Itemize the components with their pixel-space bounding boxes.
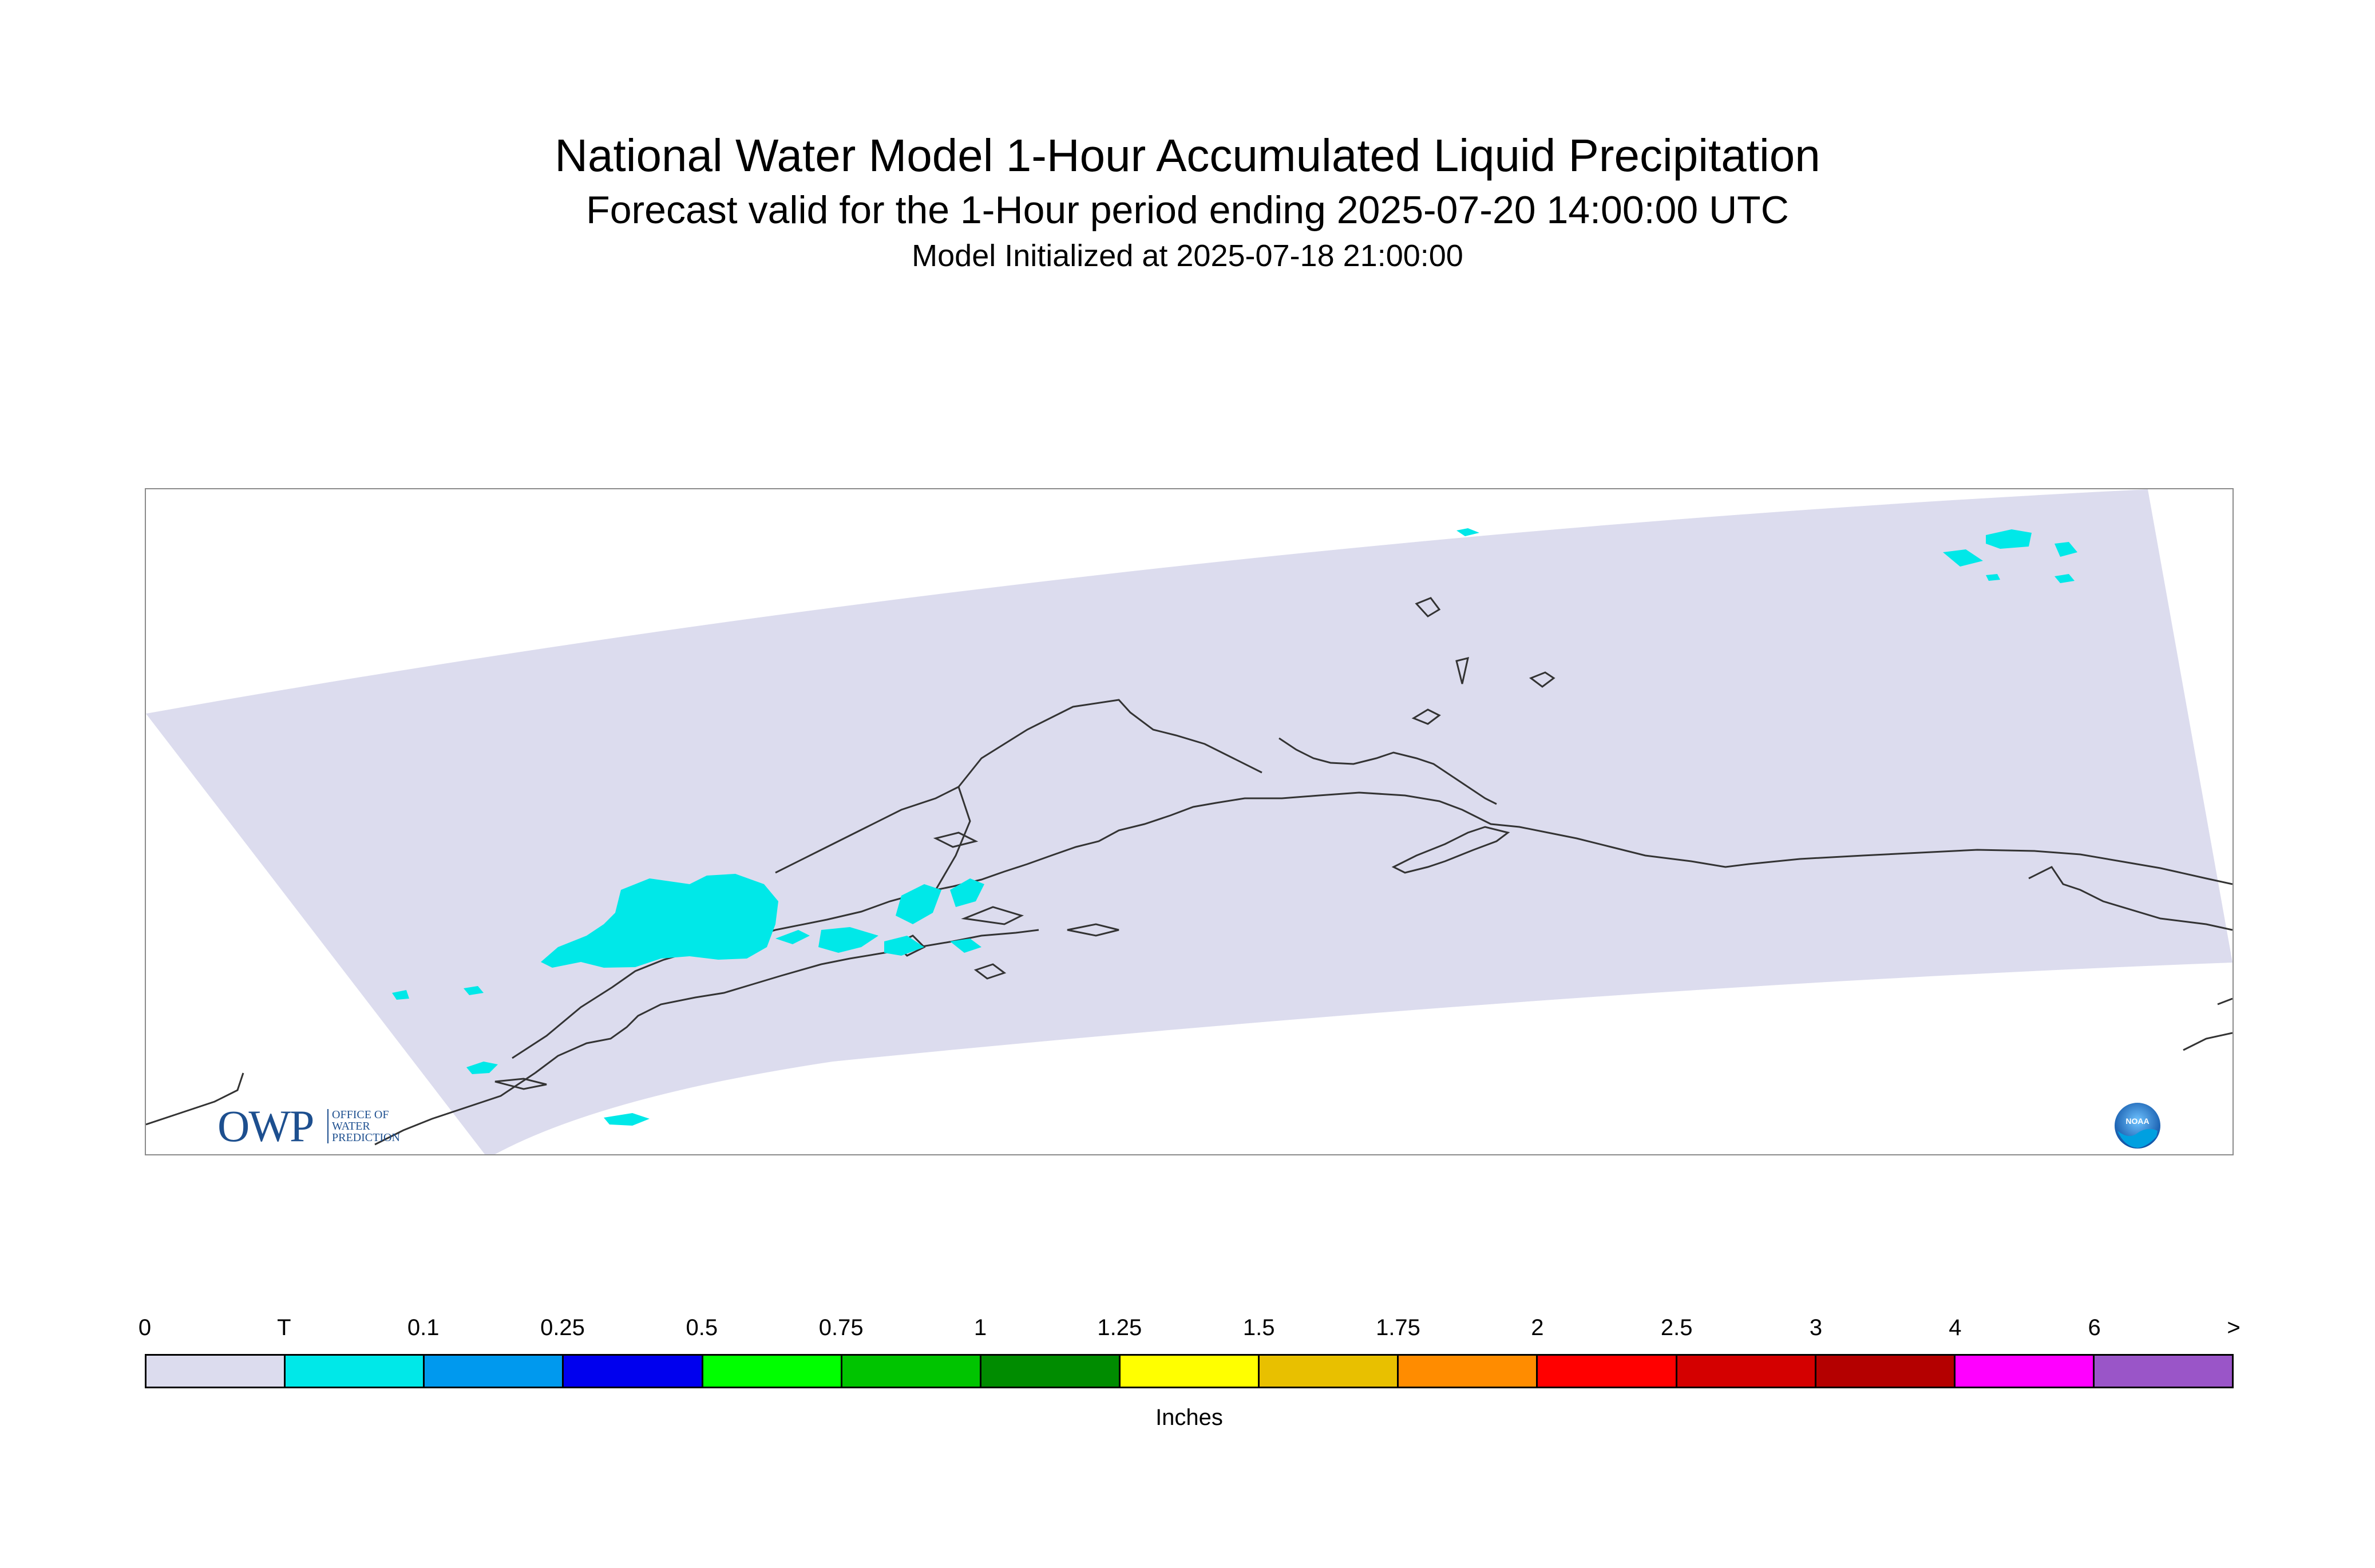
coastline-lake-2 xyxy=(973,963,1007,980)
precip-patch-3 xyxy=(818,927,878,953)
legend-tick-label: 0.1 xyxy=(407,1315,440,1340)
owp-logo-subtext: OFFICE OF WATER PREDICTION xyxy=(327,1109,400,1143)
coastline-far-east xyxy=(2183,997,2232,1051)
precip-patch-4 xyxy=(884,936,924,956)
precip-patch-8 xyxy=(1456,528,1479,536)
coastline-peninsula-west xyxy=(374,1072,536,1146)
legend-swatch-10 xyxy=(1538,1356,1677,1387)
legend-swatch-12 xyxy=(1816,1356,1956,1387)
legend-swatch-5 xyxy=(842,1356,981,1387)
coastline-kenai xyxy=(1278,737,1497,805)
legend-swatch-7 xyxy=(1120,1356,1260,1387)
coastline-small-island-4 xyxy=(1411,708,1441,725)
legend-color-bar xyxy=(145,1354,2234,1388)
legend-tick-label: 2.5 xyxy=(1660,1315,1693,1340)
legend-tick-label: T xyxy=(277,1315,291,1340)
coastlines xyxy=(146,597,2232,1146)
coastline-lake-3 xyxy=(933,831,979,848)
precip-patch-5 xyxy=(950,939,981,953)
precip-patch-10 xyxy=(1943,549,1983,567)
coastline-small-island-3 xyxy=(1067,923,1119,937)
precip-patch-17 xyxy=(392,990,409,1000)
legend-swatch-0 xyxy=(147,1356,286,1387)
legend-tick-label: 6 xyxy=(2088,1315,2101,1340)
precip-patch-6 xyxy=(896,884,941,924)
legend-tick-label: 1.25 xyxy=(1097,1315,1142,1340)
coastline-small-island-1 xyxy=(494,1078,547,1090)
precipitation-map xyxy=(146,489,2232,1154)
coastline-small-island-5 xyxy=(1529,671,1555,688)
precip-patch-7 xyxy=(950,878,984,907)
precip-patch-16 xyxy=(604,1113,650,1126)
precip-patch-13 xyxy=(1986,574,2000,581)
legend-tick-label: 1.5 xyxy=(1242,1315,1275,1340)
precip-patch-14 xyxy=(464,986,484,995)
legend-tick-label: 0.5 xyxy=(686,1315,718,1340)
coastline-west-arc xyxy=(775,786,959,874)
coastline-kodiak xyxy=(1391,826,1510,874)
legend-swatch-1 xyxy=(286,1356,425,1387)
coastline-pribilof xyxy=(1415,597,1441,617)
noaa-logo: NOAA xyxy=(2113,1102,2162,1150)
owp-logo-letters: OWP xyxy=(217,1101,314,1151)
model-domain-area xyxy=(146,489,2232,1154)
precip-patch-15 xyxy=(466,1062,498,1074)
precip-patch-9 xyxy=(1986,529,2032,549)
legend-swatch-8 xyxy=(1260,1356,1399,1387)
legend-tick-label: 1.75 xyxy=(1376,1315,1420,1340)
legend-swatch-4 xyxy=(703,1356,842,1387)
legend-swatch-14 xyxy=(2094,1356,2232,1387)
legend-tick-labels: 0 T 0.1 0.25 0.5 0.75 1 1.25 1.5 1.75 2 2.5 3 4 6 > xyxy=(138,1313,2241,1348)
precip-patch-2 xyxy=(775,930,810,944)
legend-tick-label: 0 xyxy=(138,1315,152,1340)
legend-tick-label: 3 xyxy=(1809,1315,1823,1340)
precipitation-areas xyxy=(392,528,2077,1126)
map-frame xyxy=(145,488,2234,1155)
owp-logo: OWP OFFICE OF WATER PREDICTION xyxy=(217,1103,435,1149)
coastline-small-island-2 xyxy=(961,906,1024,925)
coastline-mainland-south xyxy=(512,791,2232,1059)
legend-tick-label: 4 xyxy=(1949,1315,1962,1340)
legend-tick-label: 1 xyxy=(973,1315,987,1340)
precip-patch-12 xyxy=(2055,574,2075,583)
legend-swatch-2 xyxy=(425,1356,564,1387)
legend-tick-label: > xyxy=(2227,1315,2241,1340)
coastline-east-gulf xyxy=(2028,866,2232,931)
noaa-logo-text: NOAA xyxy=(2125,1116,2149,1126)
legend-swatch-9 xyxy=(1399,1356,1538,1387)
legend-swatch-6 xyxy=(981,1356,1121,1387)
coastline-north-island xyxy=(1455,656,1469,684)
legend-swatch-3 xyxy=(564,1356,703,1387)
legend-swatch-13 xyxy=(1955,1356,2095,1387)
precip-patch-main xyxy=(541,874,778,968)
legend-tick-label: 0.25 xyxy=(540,1315,585,1340)
page-title: National Water Model 1-Hour Accumulated … xyxy=(555,130,1820,181)
coastline-chukotka xyxy=(146,1072,244,1126)
forecast-valid-subtitle: Forecast valid for the 1-Hour period end… xyxy=(586,188,1789,232)
legend-units-label: Inches xyxy=(1155,1405,1223,1430)
model-init-line: Model Initialized at 2025-07-18 21:00:00 xyxy=(912,239,1463,273)
legend-tick-label: 0.75 xyxy=(818,1315,864,1340)
precip-patch-11 xyxy=(2055,542,2077,557)
legend-swatch-11 xyxy=(1677,1356,1816,1387)
coastline-bristol-bay xyxy=(906,699,1262,917)
legend-tick-label: 2 xyxy=(1531,1315,1544,1340)
